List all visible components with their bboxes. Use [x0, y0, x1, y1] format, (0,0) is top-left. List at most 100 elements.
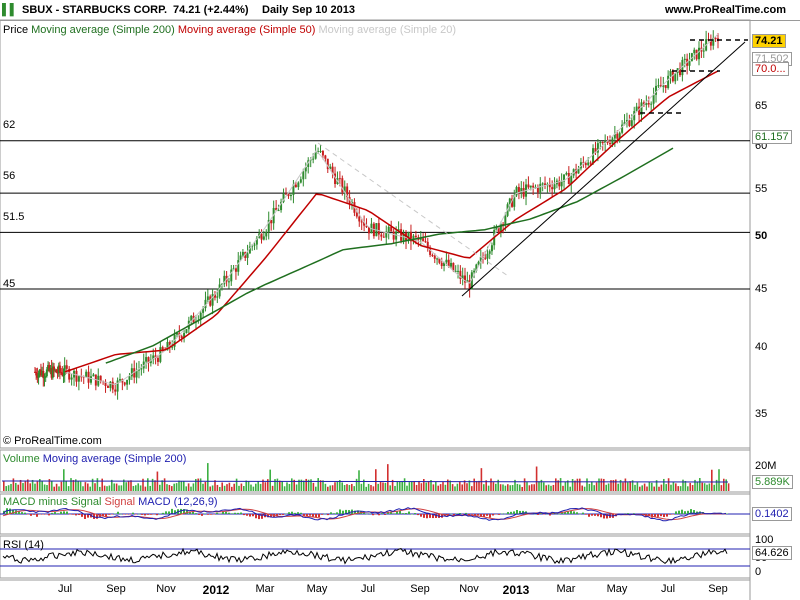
volume-bar [641, 485, 643, 491]
macd-hist-bar [48, 514, 50, 516]
macd-hist-bar [135, 514, 137, 515]
candle-body [606, 140, 609, 143]
candle-body [99, 375, 102, 382]
volume-bar [255, 483, 257, 491]
volume-bar [247, 481, 250, 491]
volume-bar [99, 486, 101, 491]
candle-body [657, 85, 660, 87]
macd-hist-bar [252, 514, 254, 517]
macd-hist-bar [495, 514, 497, 515]
volume-bar [423, 479, 425, 491]
candle-body [285, 193, 288, 195]
macd-hist-bar [492, 514, 494, 516]
candle-body [109, 381, 112, 388]
volume-bar [418, 480, 420, 491]
candle-body [348, 197, 351, 205]
legend-ma200: Moving average (Simple 200) [31, 24, 175, 36]
volume-bar [636, 482, 639, 491]
volume-bar [435, 481, 437, 491]
candle-body [202, 308, 205, 313]
candle-body [230, 269, 233, 282]
volume-bar [269, 469, 271, 491]
xtick-label: 2013 [502, 583, 530, 597]
volume-bar [161, 480, 163, 491]
candle-body [321, 150, 324, 156]
macd-hist-bar [411, 513, 413, 515]
volume-bar [408, 482, 411, 491]
volume-bar [514, 479, 516, 491]
macd-hist-bar [153, 514, 155, 515]
candle-body [438, 258, 441, 263]
macd-hist-bar [9, 508, 11, 514]
volume-bar [483, 484, 485, 491]
volume-bar [521, 486, 523, 491]
candle-body [61, 372, 64, 376]
candle-body [436, 258, 439, 260]
candle-body [544, 183, 547, 186]
candle-body [171, 346, 174, 348]
volume-bar [571, 479, 574, 491]
volume-bar [77, 481, 79, 491]
volume-bar [3, 481, 5, 491]
macd-hist-bar [96, 514, 98, 519]
volume-bar [509, 485, 511, 491]
volume-bar [365, 486, 367, 491]
volume-bar [173, 483, 175, 491]
volume-bar [451, 484, 454, 491]
last-price: 74.21 (+2.44%) [173, 4, 249, 16]
macd-hist-bar [210, 514, 212, 515]
candle-body [575, 169, 578, 174]
macd-hist-bar [249, 514, 251, 517]
volume-bar [720, 485, 723, 491]
candle-body [392, 231, 395, 240]
candle-body [563, 174, 566, 182]
candle-body [106, 385, 109, 388]
volume-bar [259, 483, 262, 491]
macd-hist-bar [75, 514, 77, 516]
volume-bar [235, 478, 238, 491]
candle-body [206, 296, 209, 300]
macd-hist-bar [417, 514, 419, 516]
macd-hist-bar [561, 512, 563, 514]
volume-bar [492, 482, 495, 491]
candle-body [34, 371, 36, 373]
candle-body [77, 376, 80, 382]
volume-bar [142, 478, 144, 491]
volume-bar [552, 484, 555, 491]
volume-bar [646, 486, 648, 491]
macd-hist-bar [576, 512, 578, 514]
site-url[interactable]: www.ProRealTime.com [665, 4, 787, 16]
macd-hist-bar [192, 511, 194, 514]
macd-hist-bar [498, 514, 500, 515]
macd-hist-bar [453, 514, 455, 516]
candle-body [166, 341, 169, 351]
volume-bar [204, 481, 207, 491]
candle-body [604, 140, 607, 144]
volume-bar [154, 480, 156, 491]
macd-hist-bar [384, 514, 386, 515]
candle-body [452, 262, 455, 271]
macd-hist-bar [555, 513, 557, 515]
volume-bar [427, 481, 430, 491]
candle-body [445, 259, 448, 263]
candle-body [541, 183, 544, 185]
macd-hist-bar [522, 510, 524, 514]
macd-hist-bar [558, 513, 560, 515]
hline-label-62: 62 [3, 119, 16, 131]
macd-hist-bar [357, 510, 359, 514]
candle-body [246, 253, 249, 258]
macd-hist-bar [579, 513, 581, 515]
candle-body [307, 160, 310, 167]
macd-hist-bar [681, 509, 683, 514]
ma50-line [64, 70, 719, 373]
macd-hist-bar [669, 514, 671, 515]
candle-body [515, 187, 518, 196]
volume-bar [55, 483, 58, 491]
candle-body [331, 166, 334, 174]
volume-bar [711, 469, 713, 491]
volume-bar [526, 482, 528, 491]
macd-hist-bar [285, 513, 287, 515]
volume-bar [463, 480, 466, 491]
volume-bar [163, 478, 166, 491]
volume-bar [207, 463, 209, 491]
